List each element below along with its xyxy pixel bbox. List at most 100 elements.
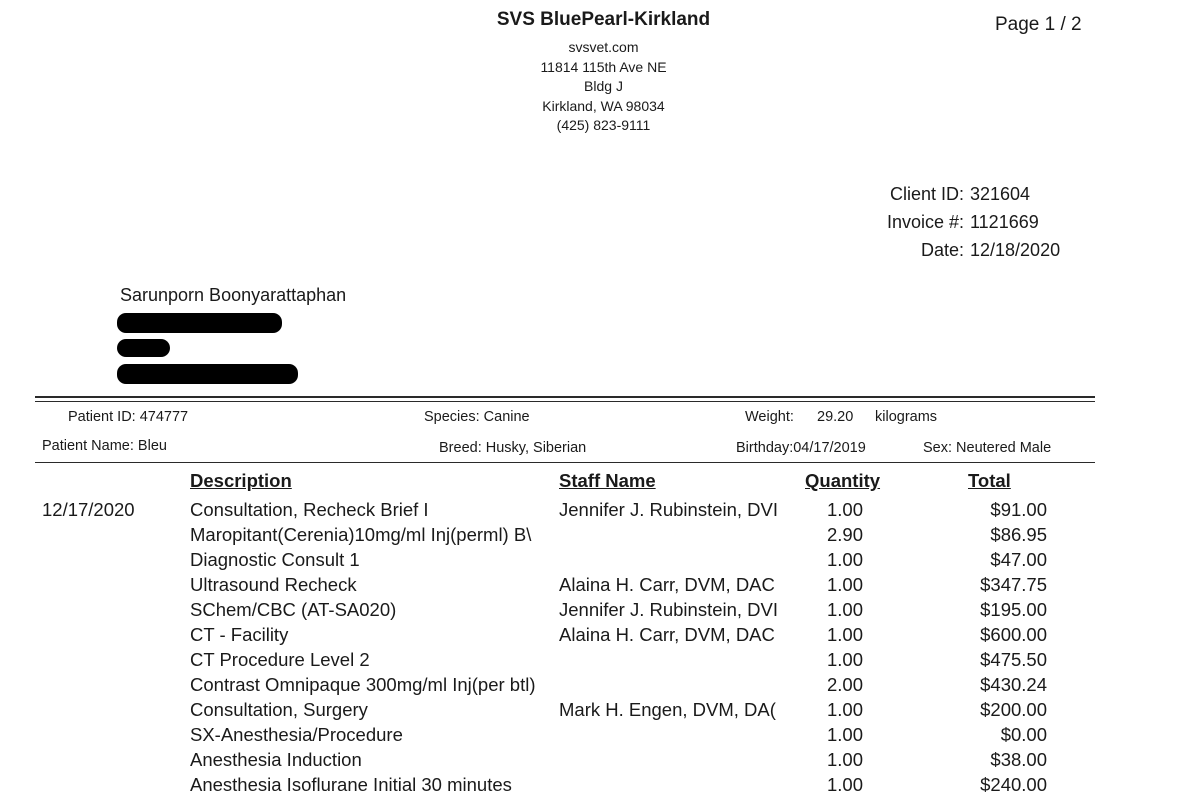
- row-quantity: 2.00: [826, 674, 863, 695]
- patient-breed: Breed: Husky, Siberian: [439, 440, 586, 456]
- row-total: $195.00: [980, 599, 1047, 620]
- patient-birthday: Birthday:04/17/2019: [736, 440, 866, 456]
- redacted-address-line3: [117, 364, 298, 384]
- row-description: Contrast Omnipaque 300mg/ml Inj(per btl): [190, 674, 536, 695]
- page-number: Page 1 / 2: [995, 14, 1082, 35]
- clinic-name: SVS BluePearl-Kirkland: [496, 9, 711, 30]
- row-total: $475.50: [980, 649, 1047, 670]
- row-description: CT Procedure Level 2: [190, 649, 370, 670]
- row-total: $430.24: [980, 674, 1047, 695]
- row-quantity: 1.00: [826, 599, 863, 620]
- patient-name: Patient Name: Bleu: [42, 438, 167, 454]
- table-row: Contrast Omnipaque 300mg/ml Inj(per btl)…: [0, 674, 1200, 699]
- table-row: Ultrasound Recheck Alaina H. Carr, DVM, …: [0, 574, 1200, 599]
- row-total: $600.00: [980, 624, 1047, 645]
- row-quantity: 1.00: [826, 499, 863, 520]
- client-id-value: 321604: [970, 184, 1031, 204]
- row-description: Anesthesia Induction: [190, 749, 362, 770]
- sex-value: Neutered Male: [956, 440, 1052, 456]
- redacted-address-line1: [117, 313, 282, 333]
- divider-double: [35, 396, 1095, 402]
- table-row: Maropitant(Cerenia)10mg/ml Inj(perml) B\…: [0, 524, 1200, 549]
- weight-value: 29.20: [817, 409, 854, 425]
- table-row: CT - Facility Alaina H. Carr, DVM, DAC 1…: [0, 624, 1200, 649]
- table-row: CT Procedure Level 2 1.00 $475.50: [0, 649, 1200, 674]
- birthday-value: 04/17/2019: [793, 440, 866, 456]
- breed-label: Breed:: [439, 440, 482, 456]
- client-name: Sarunporn Boonyarattaphan: [120, 285, 347, 305]
- table-row: Anesthesia Induction 1.00 $38.00: [0, 749, 1200, 774]
- invoice-values: 321604 1121669 12/18/2020: [970, 180, 1060, 264]
- clinic-address-line1: 11814 115th Ave NE: [540, 58, 667, 75]
- birthday-label: Birthday:: [736, 440, 794, 456]
- redacted-address-line2: [117, 339, 170, 357]
- row-description: Consultation, Recheck Brief I: [190, 499, 429, 520]
- row-staff: Alaina H. Carr, DVM, DAC: [559, 574, 775, 595]
- clinic-address-block: svsvet.com 11814 115th Ave NE Bldg J Kir…: [0, 38, 1200, 136]
- row-total: $0.00: [1000, 724, 1047, 745]
- patient-name-label: Patient Name:: [42, 438, 134, 454]
- table-row: Diagnostic Consult 1 1.00 $47.00: [0, 549, 1200, 574]
- clinic-address-line2: Bldg J: [584, 78, 623, 94]
- row-date: 12/17/2020: [42, 499, 135, 520]
- invoice-labels: Client ID: Invoice #: Date:: [887, 180, 964, 264]
- row-total: $240.00: [980, 774, 1047, 795]
- patient-id: Patient ID: 474777: [68, 409, 188, 425]
- row-total: $200.00: [980, 699, 1047, 720]
- table-row: 12/17/2020 Consultation, Recheck Brief I…: [0, 499, 1200, 524]
- clinic-city-state-zip: Kirkland, WA 98034: [542, 97, 665, 114]
- clinic-website: svsvet.com: [568, 39, 639, 55]
- row-staff: Alaina H. Carr, DVM, DAC: [559, 624, 775, 645]
- column-header-quantity: Quantity: [805, 470, 881, 491]
- row-description: SX-Anesthesia/Procedure: [190, 724, 403, 745]
- row-total: $347.75: [980, 574, 1047, 595]
- column-header-total: Total: [968, 470, 1011, 491]
- row-staff: Mark H. Engen, DVM, DA(: [559, 699, 776, 720]
- row-description: Anesthesia Isoflurane Initial 30 minutes: [190, 774, 512, 795]
- table-row: SX-Anesthesia/Procedure 1.00 $0.00: [0, 724, 1200, 749]
- row-quantity: 1.00: [826, 574, 863, 595]
- patient-id-label: Patient ID:: [68, 409, 136, 425]
- client-id-label: Client ID:: [889, 184, 964, 204]
- row-total: $86.95: [990, 524, 1047, 545]
- row-description: Diagnostic Consult 1: [190, 549, 360, 570]
- row-quantity: 1.00: [826, 724, 863, 745]
- invoice-date-label: Date:: [920, 240, 964, 260]
- row-staff: Jennifer J. Rubinstein, DVI: [559, 499, 779, 520]
- column-header-description: Description: [190, 470, 292, 491]
- table-row: SChem/CBC (AT-SA020) Jennifer J. Rubinst…: [0, 599, 1200, 624]
- row-description: CT - Facility: [190, 624, 289, 645]
- species-value: Canine: [483, 409, 530, 425]
- row-description: Maropitant(Cerenia)10mg/ml Inj(perml) B\: [190, 524, 532, 545]
- row-total: $47.00: [990, 549, 1047, 570]
- invoice-number-label: Invoice #:: [886, 212, 964, 232]
- patient-sex: Sex: Neutered Male: [923, 440, 1051, 456]
- row-quantity: 2.90: [826, 524, 863, 545]
- table-row: Anesthesia Isoflurane Initial 30 minutes…: [0, 774, 1200, 799]
- divider-single: [35, 462, 1095, 463]
- breed-value: Husky, Siberian: [485, 440, 587, 456]
- row-description: Consultation, Surgery: [190, 699, 368, 720]
- species-label: Species:: [424, 409, 480, 425]
- sex-label: Sex:: [923, 440, 953, 456]
- weight-label: Weight:: [745, 409, 794, 425]
- row-quantity: 1.00: [826, 624, 863, 645]
- row-quantity: 1.00: [826, 699, 863, 720]
- row-staff: Jennifer J. Rubinstein, DVI: [559, 599, 779, 620]
- row-description: Ultrasound Recheck: [190, 574, 357, 595]
- patient-name-value: Bleu: [137, 438, 167, 454]
- row-quantity: 1.00: [826, 749, 863, 770]
- patient-species: Species: Canine: [424, 409, 530, 425]
- patient-id-value: 474777: [139, 409, 189, 425]
- row-quantity: 1.00: [826, 549, 863, 570]
- row-quantity: 1.00: [826, 774, 863, 795]
- table-row: Consultation, Surgery Mark H. Engen, DVM…: [0, 699, 1200, 724]
- row-quantity: 1.00: [826, 649, 863, 670]
- row-description: SChem/CBC (AT-SA020): [190, 599, 397, 620]
- row-total: $38.00: [990, 749, 1047, 770]
- row-total: $91.00: [990, 499, 1047, 520]
- weight-unit: kilograms: [875, 409, 938, 425]
- clinic-phone: (425) 823-9111: [556, 117, 651, 133]
- invoice-number-value: 1121669: [970, 212, 1039, 232]
- invoice-date-value: 12/18/2020: [970, 240, 1061, 260]
